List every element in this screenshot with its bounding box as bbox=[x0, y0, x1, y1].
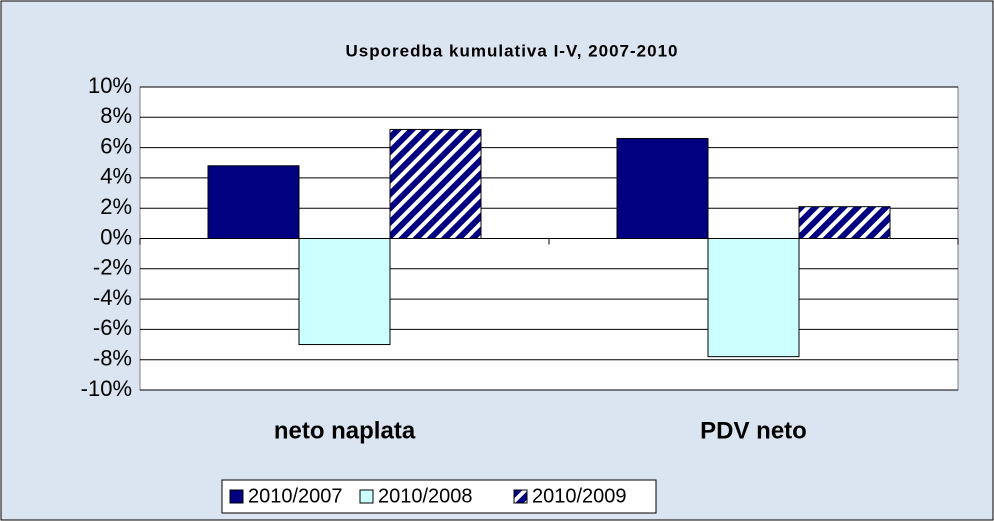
y-tick-label: -2% bbox=[93, 255, 132, 280]
y-tick-label: 8% bbox=[100, 103, 132, 128]
legend-label: 2010/2007 bbox=[248, 485, 343, 507]
y-tick-label: 2% bbox=[100, 194, 132, 219]
legend-swatch bbox=[513, 489, 528, 504]
legend-swatch bbox=[229, 489, 244, 504]
legend-label: 2010/2008 bbox=[378, 485, 473, 507]
bar bbox=[389, 128, 482, 239]
bar bbox=[798, 206, 891, 239]
chart-title: Usporedba kumulativa I-V, 2007-2010 bbox=[346, 41, 679, 60]
x-tick-label: PDV neto bbox=[700, 417, 807, 444]
y-tick-label: 4% bbox=[100, 164, 132, 189]
y-tick-label: 10% bbox=[88, 73, 132, 98]
bar bbox=[207, 165, 300, 239]
y-tick-label: 0% bbox=[100, 224, 132, 249]
y-tick-label: -6% bbox=[93, 315, 132, 340]
legend-swatch bbox=[359, 489, 374, 504]
legend-box bbox=[221, 479, 657, 514]
y-tick-label: 6% bbox=[100, 133, 132, 158]
legend-label: 2010/2009 bbox=[532, 485, 627, 507]
y-tick-label: -8% bbox=[93, 346, 132, 371]
bar bbox=[707, 238, 800, 358]
y-tick-label: -4% bbox=[93, 285, 132, 310]
x-tick-label: neto naplata bbox=[274, 417, 416, 444]
y-tick-label: -10% bbox=[81, 376, 132, 401]
bar bbox=[298, 238, 391, 346]
bar bbox=[616, 138, 709, 239]
